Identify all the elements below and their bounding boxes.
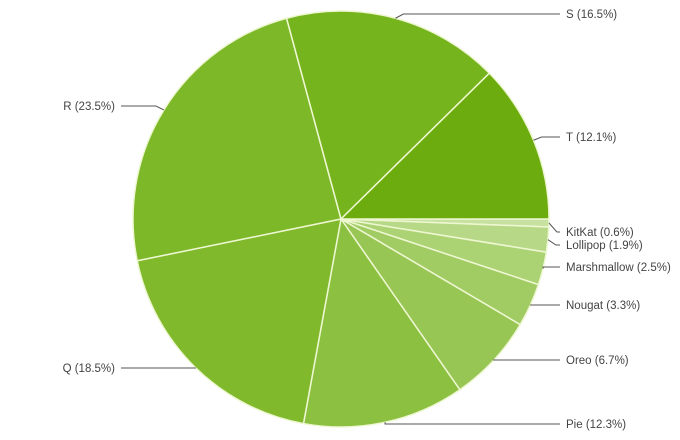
leader-line-pie (384, 422, 560, 425)
label-kitkat: KitKat (0.6%) (566, 227, 634, 239)
slice-t[interactable] (339, 72, 550, 220)
leader-lines (121, 13, 560, 425)
label-t: T (12.1%) (566, 132, 616, 144)
leader-line-lollipop (547, 239, 560, 246)
leader-line-kitkat (548, 222, 560, 233)
label-oreo: Oreo (6.7%) (566, 355, 629, 367)
slice-r[interactable] (132, 17, 342, 262)
label-lollipop: Lollipop (1.9%) (566, 240, 643, 252)
leader-line-r (121, 105, 165, 111)
pie-slices (132, 10, 550, 428)
leader-line-marshmallow (542, 266, 560, 269)
label-q: Q (18.5%) (63, 363, 116, 375)
leader-line-t (533, 136, 560, 141)
label-pie: Pie (12.3%) (566, 419, 626, 431)
label-marshmallow: Marshmallow (2.5%) (566, 262, 671, 274)
slice-labels: KitKat (0.6%)Lollipop (1.9%) Marshmallow … (63, 9, 671, 431)
label-nougat: Nougat (3.3%) (566, 300, 640, 312)
slice-q[interactable] (136, 218, 342, 425)
label-s: S (16.5%) (566, 9, 617, 21)
label-r: R (23.5%) (63, 101, 115, 113)
leader-line-s (395, 13, 560, 19)
slice-s[interactable] (285, 10, 491, 221)
